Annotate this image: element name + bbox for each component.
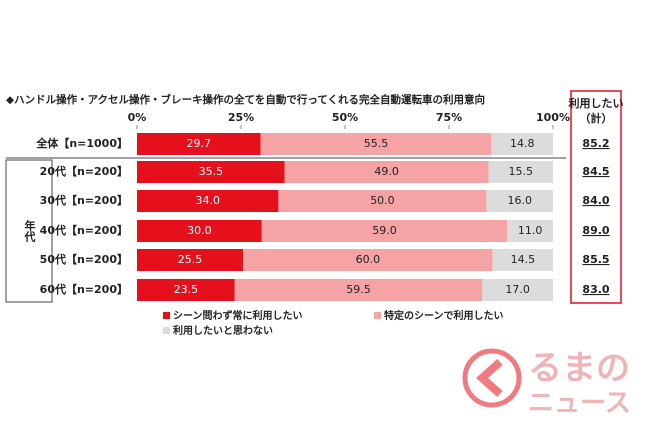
group-bracket: [5, 159, 53, 303]
bar-segment: [137, 190, 279, 212]
data-label: 16.0: [507, 194, 532, 207]
legend-swatch: [163, 312, 170, 319]
x-tick-label: 0%: [128, 111, 147, 124]
legend-swatch: [163, 327, 170, 334]
y-tick-label: 40代【n=200】: [40, 223, 128, 237]
data-label: 15.5: [509, 165, 534, 178]
total-label: 85.5: [582, 253, 609, 266]
legend-label: シーン問わず常に利用したい: [173, 309, 303, 322]
total-label: 83.0: [582, 283, 609, 296]
data-label: 29.7: [187, 137, 212, 150]
data-label: 49.0: [374, 165, 399, 178]
bar-segment: [260, 133, 492, 155]
bar-segment: [234, 279, 483, 301]
totals-header: （計）: [580, 111, 613, 125]
logo-text: るまの: [528, 349, 630, 389]
data-label: 34.0: [195, 194, 220, 207]
bar-segment: [137, 161, 285, 183]
x-tick-label: 50%: [332, 111, 358, 124]
data-label: 14.5: [511, 253, 536, 266]
y-tick-label: 50代【n=200】: [40, 252, 128, 266]
total-label: 84.0: [582, 194, 609, 207]
total-label: 89.0: [582, 224, 609, 237]
bar-segment: [278, 190, 487, 212]
bar-segment: [492, 249, 553, 271]
data-label: 50.0: [370, 194, 395, 207]
legend-label: 利用したいと思わない: [173, 324, 273, 337]
bar-segment: [488, 161, 553, 183]
bar-segment: [507, 220, 553, 242]
chart-title: ◆ハンドル操作・アクセル操作・ブレーキ操作の全てを自動で行ってくれる完全自動運転…: [6, 93, 485, 106]
data-label: 25.5: [178, 253, 203, 266]
data-label: 35.5: [199, 165, 224, 178]
logo-icon: [462, 348, 522, 408]
logo-icon: [475, 359, 503, 397]
x-tick-label: 25%: [228, 111, 254, 124]
legend-label: 特定のシーンで利用したい: [384, 309, 504, 322]
legend-swatch: [374, 312, 381, 319]
bar-segment: [284, 161, 489, 183]
data-label: 23.5: [174, 283, 199, 296]
bar-segment: [482, 279, 553, 301]
y-tick-label: 30代【n=200】: [40, 193, 128, 207]
total-label: 85.2: [582, 137, 609, 150]
logo-text: ニュース: [528, 389, 631, 419]
x-tick-label: 100%: [536, 111, 570, 124]
data-label: 59.0: [372, 224, 397, 237]
bar-segment: [261, 220, 508, 242]
bar-segment: [243, 249, 493, 271]
bar-segment: [486, 190, 553, 212]
x-tick-label: 75%: [436, 111, 462, 124]
logo: るまの ニュース: [462, 348, 631, 419]
totals-box: [570, 90, 622, 304]
group-label: 年代: [23, 219, 37, 243]
total-label: 84.5: [582, 165, 609, 178]
bar-segment: [137, 249, 244, 271]
data-label: 55.5: [364, 137, 389, 150]
y-tick-label: 20代【n=200】: [40, 164, 128, 178]
bar-segment: [137, 133, 261, 155]
bar-segment: [137, 279, 235, 301]
data-label: 59.5: [346, 283, 371, 296]
totals-header: 利用したい: [569, 96, 624, 110]
data-label: 11.0: [518, 224, 543, 237]
data-label: 60.0: [356, 253, 381, 266]
data-label: 14.8: [510, 137, 535, 150]
data-label: 17.0: [505, 283, 530, 296]
bar-segment: [137, 220, 262, 242]
data-label: 30.0: [187, 224, 212, 237]
y-tick-label: 全体【n=1000】: [35, 136, 128, 150]
bar-segment: [491, 133, 553, 155]
y-tick-label: 60代【n=200】: [40, 282, 128, 296]
